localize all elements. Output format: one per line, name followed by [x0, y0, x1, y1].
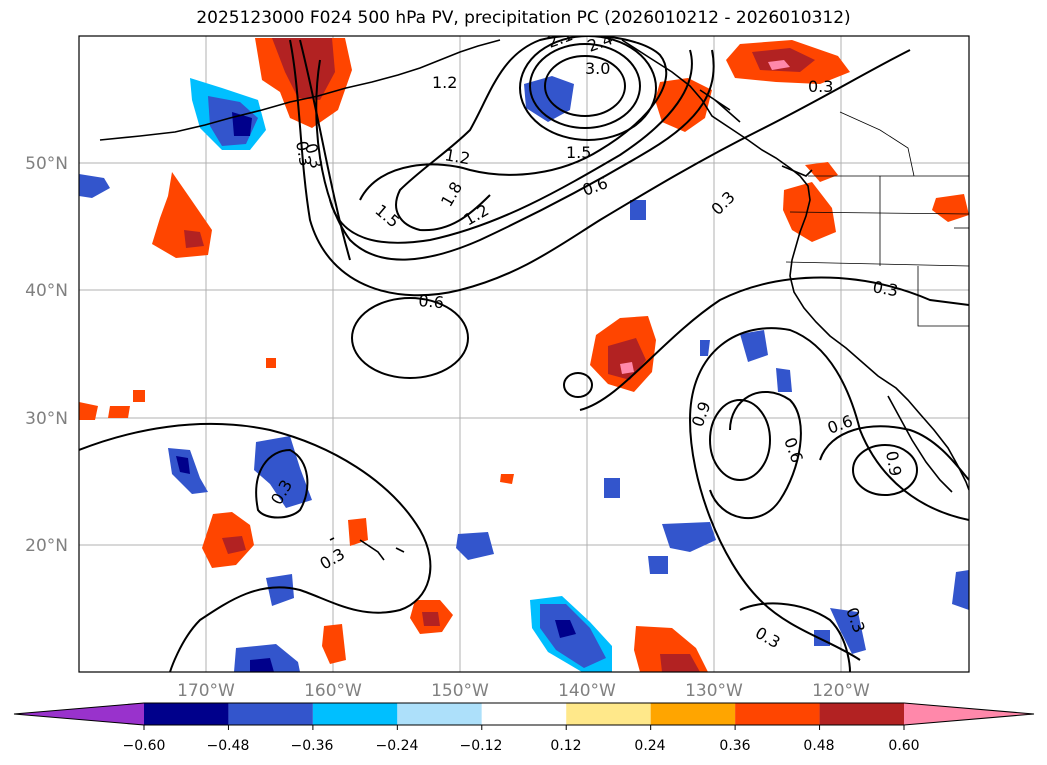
- precip-blob-neg-subtropics: [168, 436, 969, 672]
- precip-blob-neg-aleutian: [190, 78, 266, 150]
- precip-blob-bc-coast: [655, 78, 712, 132]
- contour-label: 1.2: [443, 145, 471, 168]
- contour-label: 0.6: [418, 291, 445, 312]
- colorbar-tick-label: 0.60: [888, 738, 919, 754]
- contour-label: 0.9: [882, 449, 905, 477]
- colorbar-segment: [312, 703, 398, 725]
- pv-contours: [79, 36, 969, 672]
- lat-label-30n: 30°N: [25, 409, 68, 429]
- colorbar-segment: [481, 703, 567, 725]
- colorbar-segment: [566, 703, 651, 725]
- map-title: 2025123000 F024 500 hPa PV, precipitatio…: [196, 8, 851, 28]
- pv-contour-0.3-south: [79, 422, 432, 672]
- pv-contour-0.6-inner: [709, 390, 802, 519]
- precip-blob-subtropical: [79, 358, 708, 672]
- precip-negative-areas: [79, 76, 969, 672]
- pv-contour-0.9-a: [709, 399, 771, 481]
- lat-label-50n: 50°N: [25, 154, 68, 174]
- political-borders: [785, 111, 969, 327]
- pv-contour-0.3-north: [299, 39, 351, 261]
- precip-blob-neg-far-west: [79, 174, 110, 198]
- precip-blob-west-central: [152, 172, 212, 258]
- precip-blob-mid-ocean: [590, 316, 656, 392]
- lon-label-120w: 120°W: [812, 681, 870, 701]
- latitude-labels: 50°N 40°N 30°N 20°N: [25, 154, 68, 556]
- colorbar-segment: [735, 703, 820, 725]
- pv-contour-0.6-right: [819, 425, 969, 481]
- precip-blob-gulf-alaska: [255, 38, 352, 128]
- pv-contour-0.9-b: [852, 444, 918, 496]
- contour-label: 3.0: [585, 59, 610, 78]
- colorbar-segment: [397, 703, 482, 725]
- longitude-labels: 170°W 160°W 150°W 140°W 130°W 120°W: [177, 681, 870, 701]
- pv-contour-1.2: [315, 49, 715, 261]
- lon-label-140w: 140°W: [558, 681, 616, 701]
- pv-contour-0.3-east2: [689, 419, 861, 661]
- lat-label-20n: 20°N: [25, 536, 68, 556]
- colorbar-tick-labels: −0.60 −0.48 −0.36 −0.24 −0.12 0.12 0.24 …: [123, 738, 920, 754]
- lon-label-130w: 130°W: [685, 681, 743, 701]
- colorbar-tick-label: −0.12: [460, 738, 503, 754]
- precip-blob-neg-central: [604, 200, 792, 498]
- map-frame: [78, 35, 970, 673]
- pv-contour-0.6-mid: [351, 297, 469, 379]
- pv-contour-3.0: [544, 55, 626, 117]
- colorbar-tick-label: 0.36: [719, 738, 750, 754]
- colorbar-tick-label: −0.48: [207, 738, 250, 754]
- colorbar-tick-label: 0.24: [634, 738, 665, 754]
- colorbar-extend-low: [14, 703, 144, 725]
- lon-label-150w: 150°W: [431, 681, 489, 701]
- colorbar: [13, 702, 1035, 730]
- lat-label-40n: 40°N: [25, 281, 68, 301]
- colorbar-segment: [144, 703, 229, 725]
- contour-label: 0.3: [871, 277, 899, 300]
- pv-contour-0.3-se: [739, 602, 851, 672]
- contour-label: 0.3: [808, 77, 833, 96]
- colorbar-segment: [650, 703, 736, 725]
- pv-contour-0.3-sub: [255, 448, 309, 519]
- colorbar-segment: [228, 703, 313, 725]
- colorbar-tick-label: −0.36: [291, 738, 334, 754]
- colorbar-tick-label: 0.12: [550, 738, 581, 754]
- colorbar-tick-label: 0.48: [803, 738, 834, 754]
- lon-label-170w: 170°W: [177, 681, 235, 701]
- colorbar-segment: [819, 703, 904, 725]
- pv-contour-0.3-east: [579, 276, 969, 411]
- pv-contour-0.6-small: [563, 372, 593, 398]
- pv-contour-1.5: [329, 49, 693, 244]
- precip-positive-areas: [79, 38, 969, 672]
- precip-blob-north-right: [726, 40, 850, 84]
- colorbar-extend-high: [904, 703, 1034, 725]
- pv-contour-0.6-north: [289, 39, 911, 297]
- pv-contour-2.4: [529, 43, 641, 129]
- colorbar-tick-label: −0.24: [376, 738, 419, 754]
- contour-label: 1.2: [432, 73, 457, 92]
- colorbar-tick-label: −0.60: [123, 738, 166, 754]
- contour-label: 0.3: [292, 139, 315, 167]
- contour-label: 1.5: [566, 143, 591, 162]
- coastlines: [99, 39, 969, 561]
- lon-label-160w: 160°W: [304, 681, 362, 701]
- pv-contour-1.8: [359, 36, 668, 232]
- pv-contour-2.1: [519, 36, 657, 141]
